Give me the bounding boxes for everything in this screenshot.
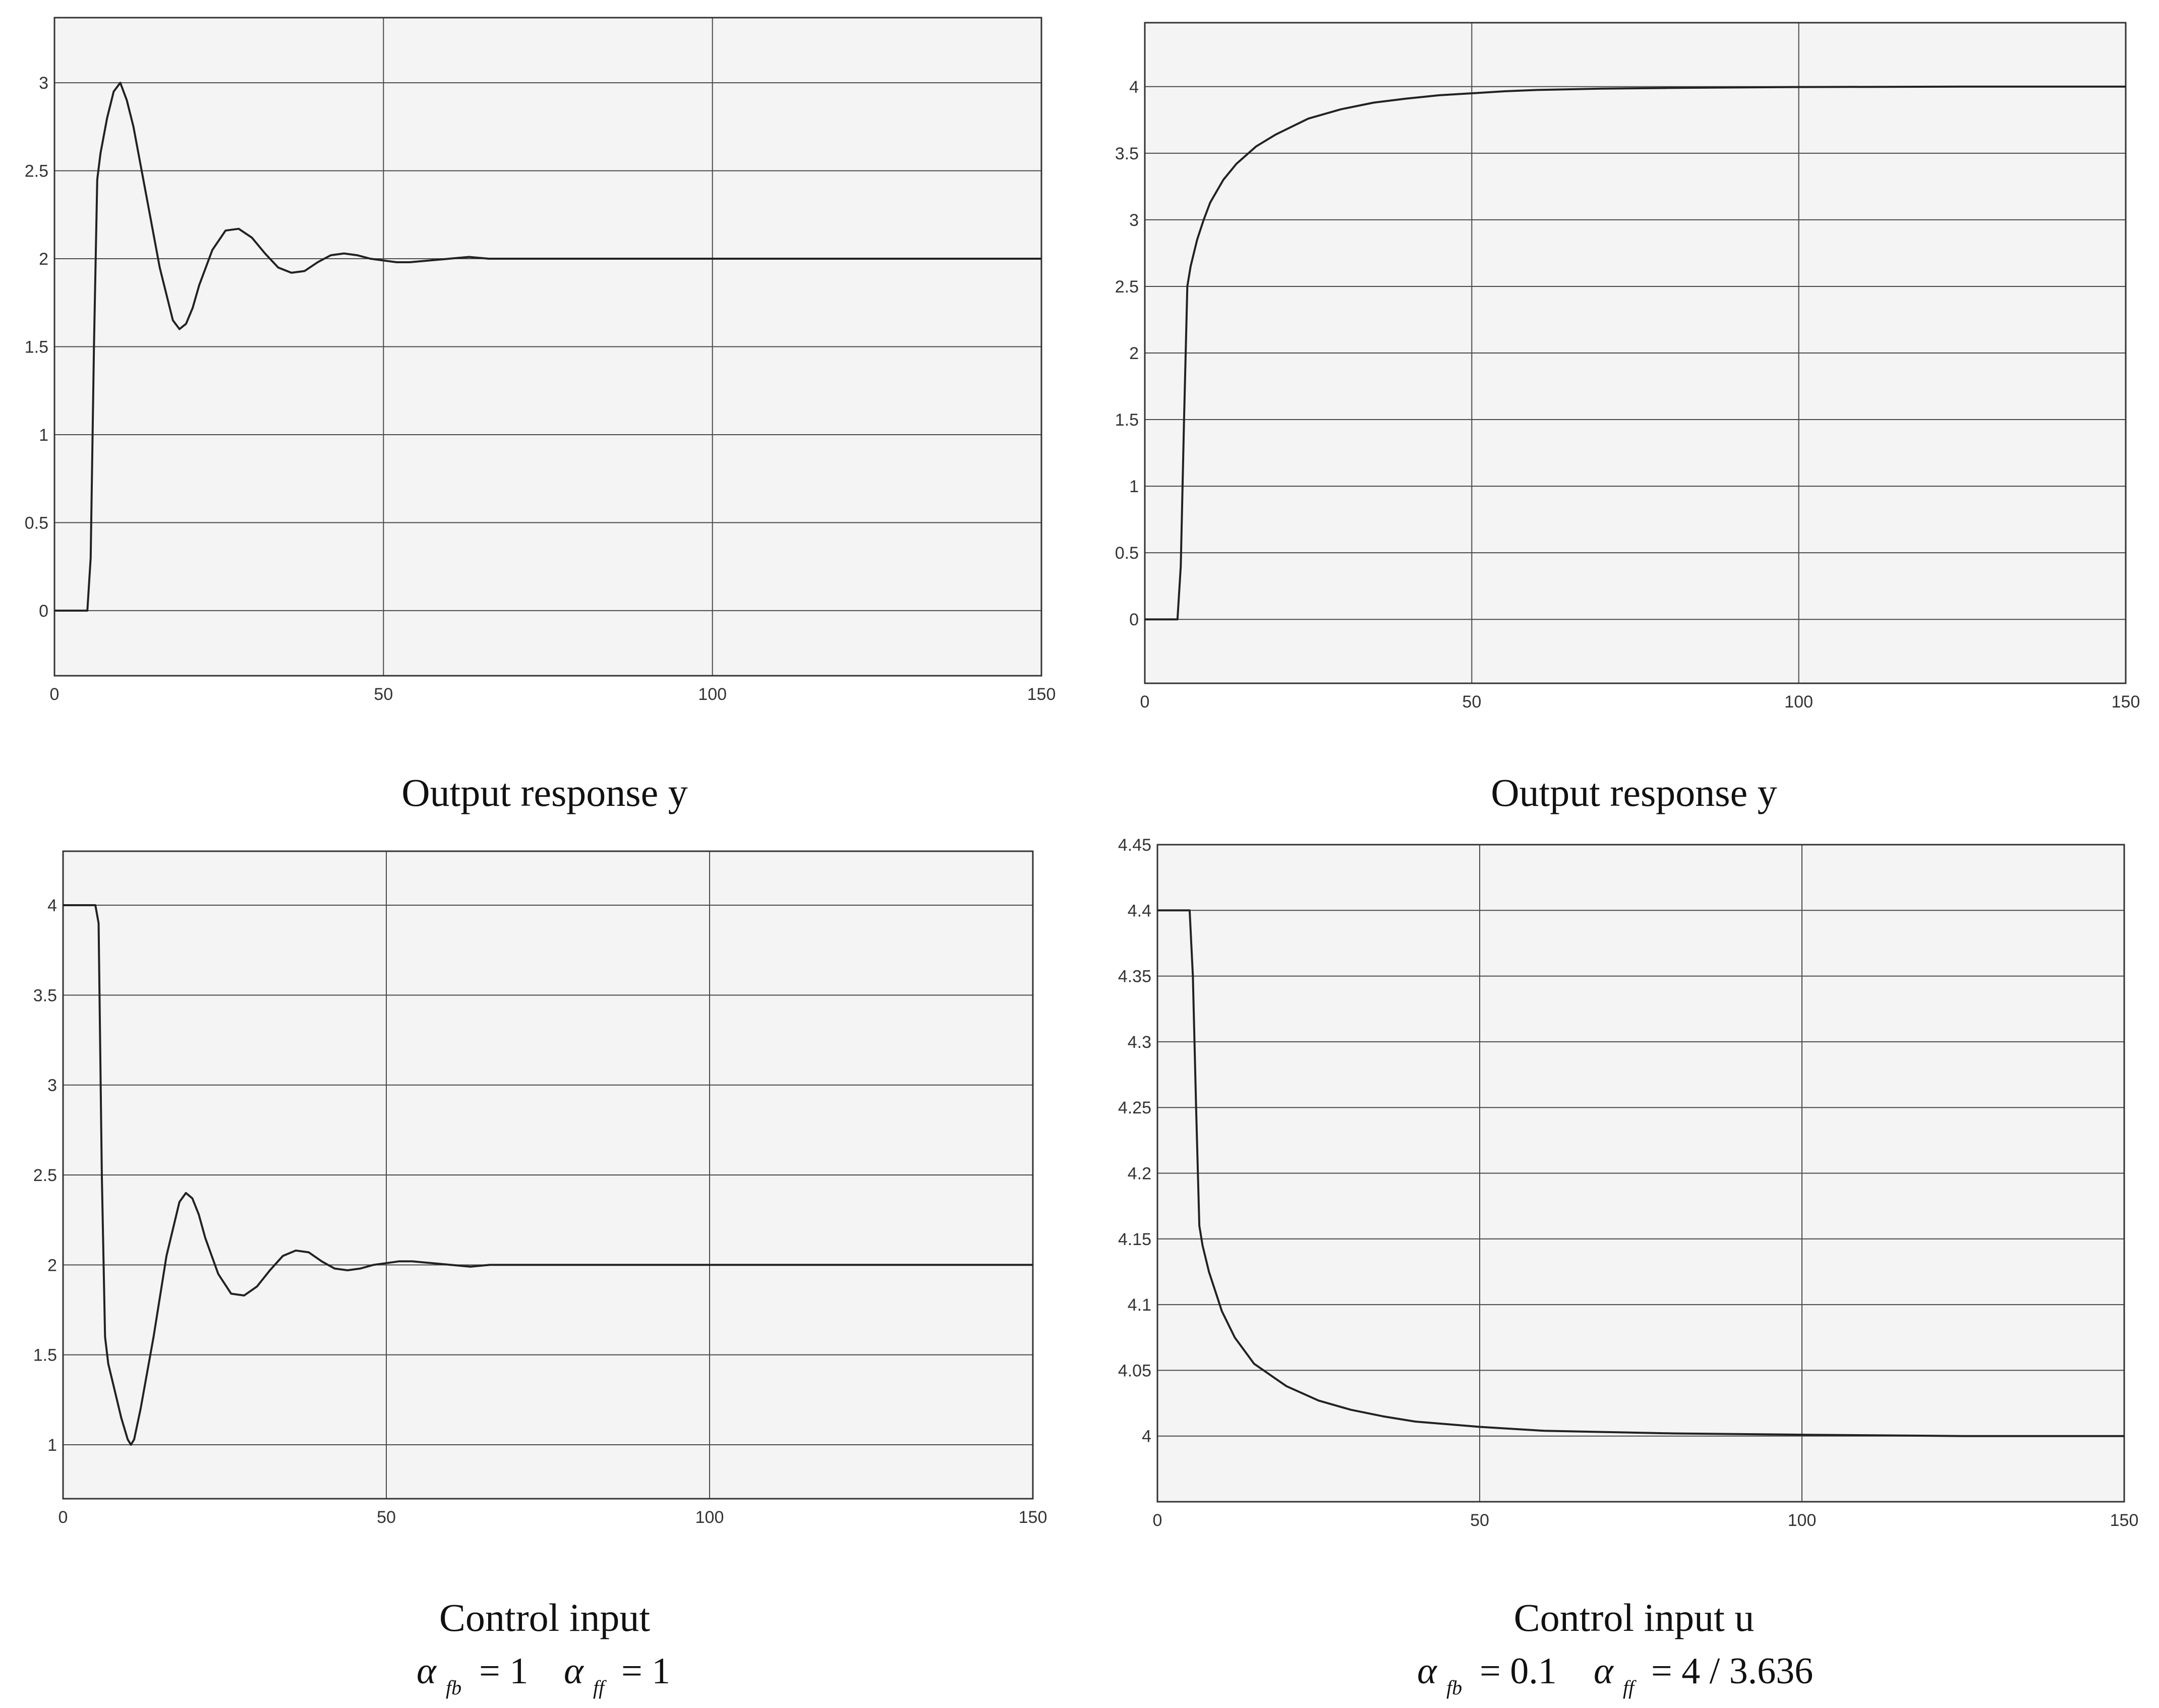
y-tick-label: 2 (1129, 344, 1139, 363)
alpha-fb-value: = 1 (479, 1651, 528, 1692)
y-tick-label: 1 (1129, 477, 1139, 496)
y-tick-label: 4 (1129, 78, 1139, 97)
axes-frame (62, 850, 1034, 1500)
y-tick-label: 4.2 (1128, 1164, 1151, 1184)
y-tick-label: 4.3 (1128, 1033, 1151, 1052)
x-tick-label: 100 (1784, 692, 1813, 712)
y-tick-label: 4 (47, 896, 57, 915)
y-tick-label: 4.15 (1118, 1230, 1151, 1249)
y-tick-label: 0.5 (25, 513, 48, 533)
x-tick-label: 50 (1462, 692, 1481, 712)
chart-output-response-feedback: 0 50 100 150 0 0.5 1 1.5 2 2.5 3 (25, 17, 1056, 704)
y-tick-label: 3 (47, 1076, 57, 1095)
x-tick-label: 150 (2110, 1511, 2139, 1530)
caption-bottom-right: Control input u (1514, 1596, 1755, 1639)
y-tick-label: 4.45 (1118, 836, 1151, 855)
x-tick-label: 100 (695, 1508, 724, 1527)
alpha-ff-value: = 1 (621, 1651, 670, 1692)
caption-top-right: Output response y (1491, 771, 1777, 814)
caption-bottom-left: Control input (439, 1596, 651, 1639)
alpha-ff-symbol: α (564, 1651, 585, 1692)
x-tick-label: 0 (1140, 692, 1150, 712)
series-line-y (1145, 85, 2126, 621)
alpha-fb-symbol: α (1417, 1651, 1438, 1692)
series-line-u (1157, 909, 2124, 1437)
y-tick-label: 2.5 (25, 162, 48, 181)
y-tick-label: 2.5 (33, 1166, 57, 1185)
x-tick-label: 150 (1027, 685, 1056, 704)
y-tick-label: 4.25 (1118, 1098, 1151, 1117)
y-tick-label: 4.05 (1118, 1361, 1151, 1380)
y-tick-label: 2 (47, 1256, 57, 1275)
axes-frame (1156, 844, 2125, 1503)
y-tick-label: 0 (1129, 610, 1139, 629)
chart-control-input-feedback: 0 50 100 150 1 1.5 2 2.5 3 3.5 4 (33, 850, 1047, 1527)
chart-output-response-feedforward: 0 50 100 150 0 0.5 1 1.5 2 2.5 3 3.5 4 (1115, 22, 2140, 712)
x-tick-label: 150 (2112, 692, 2140, 712)
y-tick-label: 0 (39, 602, 48, 621)
y-tick-label: 3 (39, 74, 48, 93)
y-tick-label: 1 (47, 1436, 57, 1455)
y-tick-label: 0.5 (1115, 544, 1139, 563)
y-tick-label: 1.5 (33, 1346, 57, 1365)
y-tick-label: 3.5 (33, 986, 57, 1005)
alpha-fb-subscript: fb (1446, 1676, 1462, 1699)
alpha-ff-value: = 4 / 3.636 (1651, 1651, 1813, 1692)
x-tick-label: 0 (1153, 1511, 1162, 1530)
y-tick-label: 2 (39, 250, 48, 269)
axes-frame (53, 17, 1042, 677)
alpha-ff-subscript: ff (1623, 1676, 1637, 1699)
y-tick-label: 4 (1142, 1427, 1151, 1446)
x-tick-label: 50 (377, 1508, 396, 1527)
y-tick-label: 4.4 (1128, 901, 1151, 920)
caption-top-left: Output response y (401, 771, 688, 814)
alpha-fb-value: = 0.1 (1480, 1651, 1557, 1692)
params-left: α fb = 1 α ff = 1 (417, 1651, 670, 1699)
params-right: α fb = 0.1 α ff = 4 / 3.636 (1417, 1651, 1813, 1699)
y-tick-label: 3 (1129, 211, 1139, 230)
alpha-ff-subscript: ff (593, 1676, 607, 1699)
x-tick-label: 0 (59, 1508, 68, 1527)
alpha-fb-subscript: fb (446, 1676, 461, 1699)
axes-frame (1144, 22, 2127, 684)
series-line-u (63, 904, 1033, 1446)
x-tick-label: 50 (1470, 1511, 1489, 1530)
alpha-ff-symbol: α (1594, 1651, 1614, 1692)
y-tick-label: 1.5 (25, 338, 48, 357)
x-tick-label: 100 (1788, 1511, 1817, 1530)
alpha-fb-symbol: α (417, 1651, 437, 1692)
y-tick-label: 4.1 (1128, 1295, 1151, 1315)
x-tick-label: 150 (1019, 1508, 1047, 1527)
x-tick-label: 0 (50, 685, 60, 704)
y-tick-label: 4.35 (1118, 967, 1151, 986)
y-tick-label: 1.5 (1115, 410, 1139, 430)
y-tick-label: 1 (39, 426, 48, 445)
series-line-y (54, 82, 1041, 612)
x-tick-label: 50 (374, 685, 393, 704)
y-tick-label: 2.5 (1115, 277, 1139, 297)
x-tick-label: 100 (698, 685, 727, 704)
y-tick-label: 3.5 (1115, 144, 1139, 163)
chart-control-input-feedforward: 0 50 100 150 4 4.05 4.1 4.15 4.2 4.25 4.3 4.35 4.4 4.… (1118, 836, 2139, 1530)
